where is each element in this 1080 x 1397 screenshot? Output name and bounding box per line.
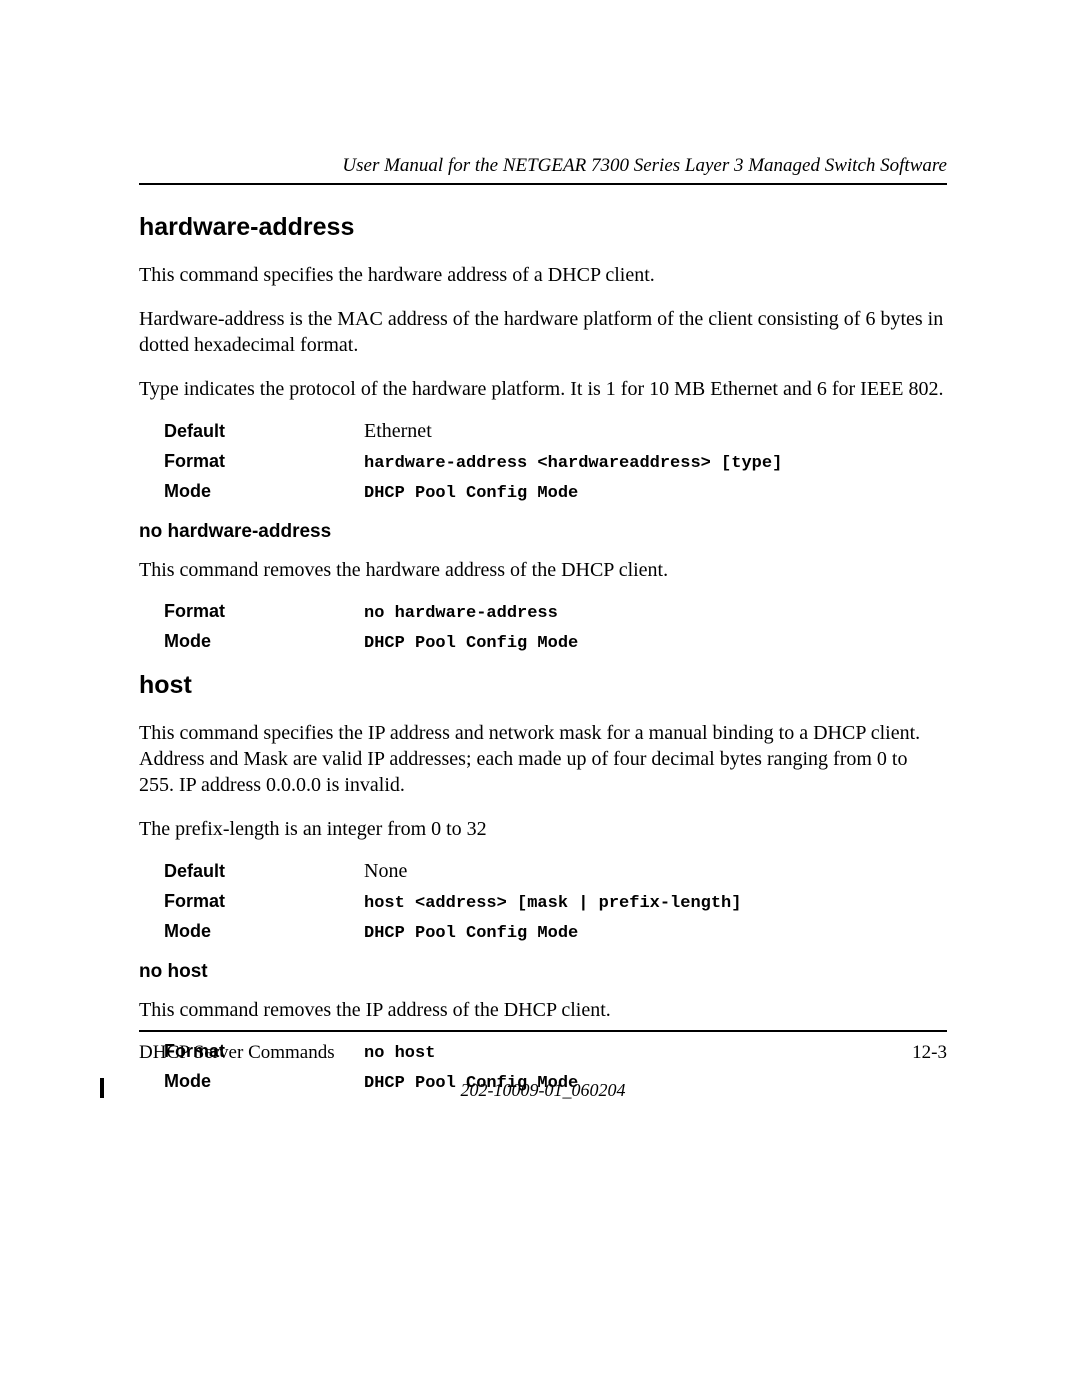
paragraph: This command specifies the hardware addr… bbox=[139, 262, 947, 288]
paragraph: Type indicates the protocol of the hardw… bbox=[139, 376, 947, 402]
def-row-format: Format no hardware-address bbox=[164, 601, 972, 623]
def-row-mode: Mode DHCP Pool Config Mode bbox=[164, 481, 972, 503]
sub-title-no-host: no host bbox=[139, 961, 947, 983]
footer-doc-id: 202-10009-01_060204 bbox=[139, 1080, 947, 1101]
section-title-hardware-address: hardware-address bbox=[139, 213, 947, 242]
def-value: None bbox=[364, 860, 407, 883]
footer-section-name: DHCP Server Commands bbox=[139, 1042, 335, 1064]
def-label: Format bbox=[164, 451, 364, 472]
section-title-host: host bbox=[139, 671, 947, 700]
paragraph: This command removes the hardware addres… bbox=[139, 557, 947, 583]
definition-list: Default None Format host <address> [mask… bbox=[164, 860, 972, 943]
def-label: Default bbox=[164, 421, 364, 442]
def-row-format: Format host <address> [mask | prefix-len… bbox=[164, 891, 972, 913]
def-label: Mode bbox=[164, 921, 364, 942]
def-value: DHCP Pool Config Mode bbox=[364, 634, 578, 653]
running-header: User Manual for the NETGEAR 7300 Series … bbox=[139, 155, 947, 177]
def-label: Format bbox=[164, 601, 364, 622]
page-footer: DHCP Server Commands 12-3 202-10009-01_0… bbox=[139, 1030, 947, 1101]
def-value: hardware-address <hardwareaddress> [type… bbox=[364, 454, 782, 473]
def-label: Mode bbox=[164, 481, 364, 502]
paragraph: This command specifies the IP address an… bbox=[139, 720, 947, 798]
footer-rule bbox=[139, 1030, 947, 1032]
def-label: Default bbox=[164, 861, 364, 882]
def-value: DHCP Pool Config Mode bbox=[364, 484, 578, 503]
paragraph: The prefix-length is an integer from 0 t… bbox=[139, 816, 947, 842]
definition-list: Format no hardware-address Mode DHCP Poo… bbox=[164, 601, 972, 653]
def-row-mode: Mode DHCP Pool Config Mode bbox=[164, 921, 972, 943]
paragraph: Hardware-address is the MAC address of t… bbox=[139, 306, 947, 358]
paragraph: This command removes the IP address of t… bbox=[139, 997, 947, 1023]
def-row-default: Default None bbox=[164, 860, 972, 883]
definition-list: Default Ethernet Format hardware-address… bbox=[164, 420, 972, 503]
def-label: Format bbox=[164, 891, 364, 912]
def-value: DHCP Pool Config Mode bbox=[364, 924, 578, 943]
header-rule bbox=[139, 183, 947, 185]
def-value: host <address> [mask | prefix-length] bbox=[364, 894, 741, 913]
def-row-format: Format hardware-address <hardwareaddress… bbox=[164, 451, 972, 473]
def-row-default: Default Ethernet bbox=[164, 420, 972, 443]
def-value: no hardware-address bbox=[364, 604, 558, 623]
footer-page-number: 12-3 bbox=[912, 1042, 947, 1064]
def-value: Ethernet bbox=[364, 420, 432, 443]
def-row-mode: Mode DHCP Pool Config Mode bbox=[164, 631, 972, 653]
sub-title-no-hardware-address: no hardware-address bbox=[139, 521, 947, 543]
change-bar-icon bbox=[100, 1078, 104, 1098]
def-label: Mode bbox=[164, 631, 364, 652]
